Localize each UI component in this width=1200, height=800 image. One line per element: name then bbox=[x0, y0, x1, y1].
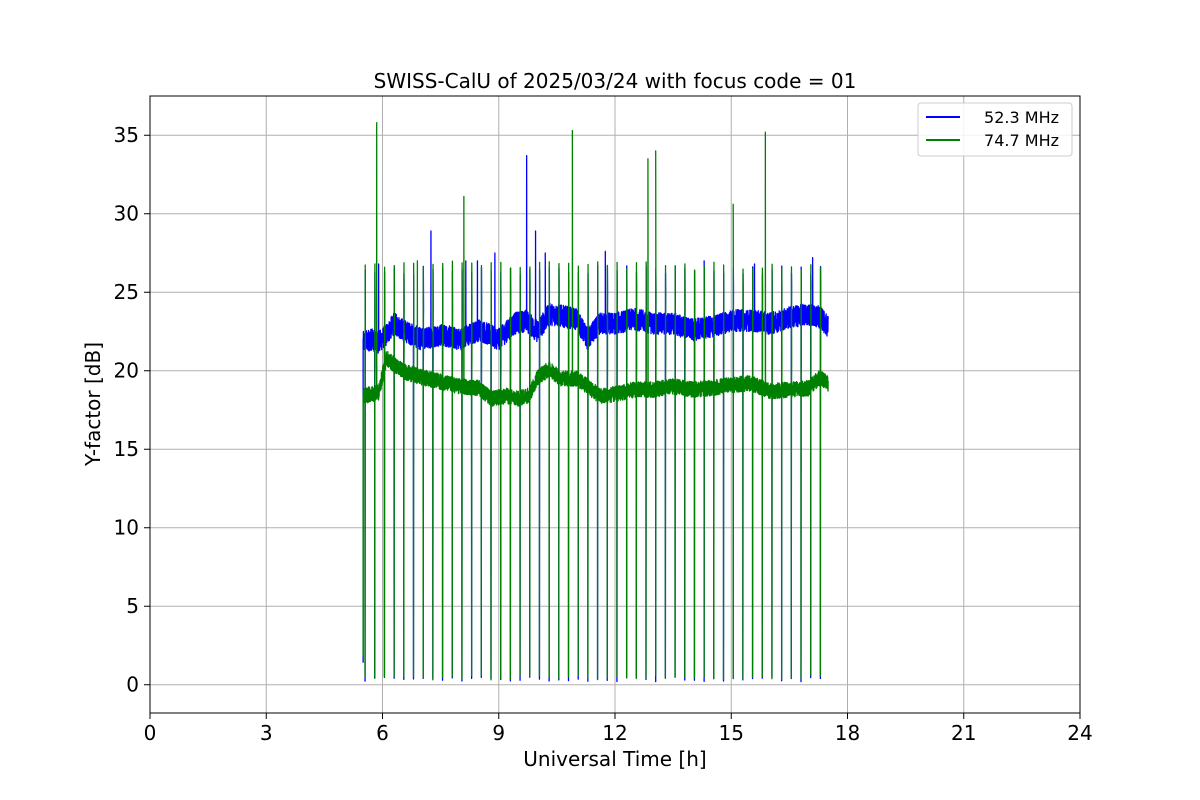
ticks: 0 3 6 9 12 15 18 21 24 0 5 10 15 20 25 30 35 bbox=[114, 123, 1093, 745]
x-tick-label: 12 bbox=[602, 721, 627, 745]
x-tick-label: 0 bbox=[144, 721, 157, 745]
legend: 52.3 MHz 74.7 MHz bbox=[917, 102, 1073, 157]
y-tick-label: 30 bbox=[114, 202, 139, 226]
x-tick-label: 21 bbox=[951, 721, 976, 745]
y-tick-label: 25 bbox=[114, 280, 139, 304]
x-tick-label: 24 bbox=[1067, 721, 1092, 745]
y-tick-label: 0 bbox=[126, 673, 139, 697]
series-line-74-7-mhz bbox=[362, 122, 829, 681]
y-axis-label: Y-factor [dB] bbox=[81, 342, 105, 467]
series-line-52-3-mhz bbox=[362, 155, 829, 683]
x-tick-label: 18 bbox=[835, 721, 860, 745]
legend-label-52-3: 52.3 MHz bbox=[984, 108, 1059, 127]
y-tick-label: 20 bbox=[114, 359, 139, 383]
y-tick-label: 5 bbox=[126, 594, 139, 618]
y-tick-label: 15 bbox=[114, 437, 139, 461]
y-tick-label: 35 bbox=[114, 123, 139, 147]
x-tick-label: 6 bbox=[376, 721, 389, 745]
x-tick-label: 15 bbox=[719, 721, 744, 745]
x-axis-label: Universal Time [h] bbox=[523, 747, 706, 771]
chart-title: SWISS-CalU of 2025/03/24 with focus code… bbox=[374, 69, 857, 93]
legend-label-74-7: 74.7 MHz bbox=[984, 131, 1059, 150]
x-tick-label: 9 bbox=[492, 721, 505, 745]
y-tick-label: 10 bbox=[114, 516, 139, 540]
x-tick-label: 3 bbox=[260, 721, 273, 745]
series-layer bbox=[362, 122, 829, 683]
